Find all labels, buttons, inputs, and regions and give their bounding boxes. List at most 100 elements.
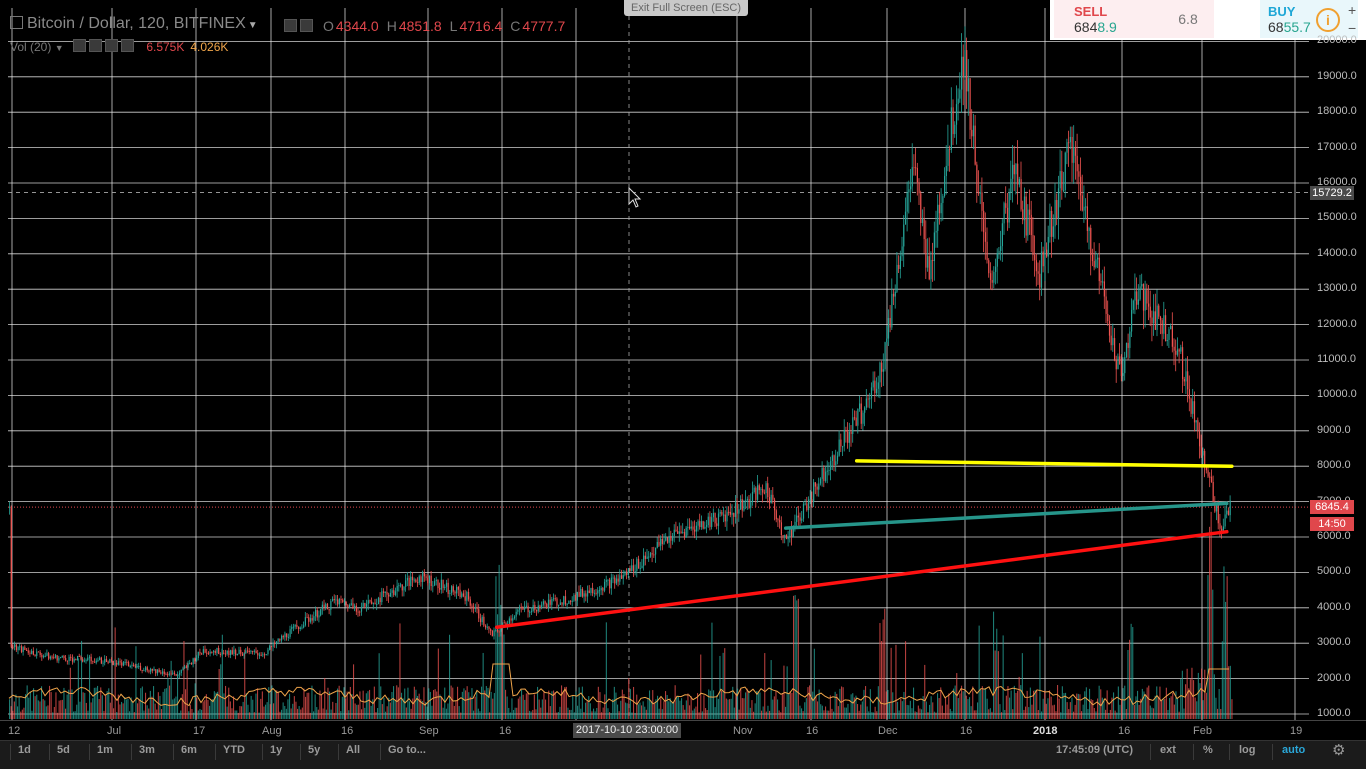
candle [1222, 526, 1224, 531]
settings-icon[interactable] [72, 39, 86, 52]
candle [1151, 317, 1153, 324]
volume-bar [789, 691, 791, 719]
price-chart[interactable] [0, 0, 1366, 720]
time-axis[interactable] [0, 720, 1366, 741]
volume-bar [482, 652, 484, 719]
candle [717, 513, 720, 526]
chevron-down-icon[interactable]: ▼ [54, 43, 64, 53]
candle [189, 662, 191, 664]
range-button-ytd[interactable]: YTD [223, 744, 245, 756]
candle [750, 502, 752, 508]
candle [224, 653, 227, 655]
candle [573, 594, 575, 601]
toolbar-separator [300, 744, 301, 760]
candle [15, 644, 17, 651]
scale-button-log[interactable]: log [1239, 744, 1256, 756]
range-button-1d[interactable]: 1d [18, 744, 31, 756]
candle [886, 338, 888, 343]
range-button-6m[interactable]: 6m [181, 744, 197, 756]
volume-bar [746, 688, 748, 719]
chevron-down-icon[interactable]: ▼ [247, 20, 258, 31]
candle [83, 660, 85, 662]
plus-icon[interactable]: + [1348, 2, 1357, 18]
volume-bar [601, 712, 603, 719]
scale-button-ext[interactable]: ext [1160, 744, 1176, 756]
volume-bar [594, 711, 596, 719]
sell-button[interactable]: SELL 6848.9 [1054, 0, 1214, 38]
volume-bar [436, 691, 438, 719]
candle [252, 650, 254, 652]
minus-icon[interactable]: − [1348, 20, 1357, 36]
candle [889, 318, 891, 328]
volume-bar [909, 700, 911, 719]
candle [833, 455, 835, 466]
candle [631, 565, 633, 571]
x-tick-label: 12 [8, 725, 21, 737]
candle [694, 529, 696, 532]
candle [918, 182, 920, 194]
candle [826, 470, 828, 472]
volume-bar [780, 712, 782, 719]
range-button-1y[interactable]: 1y [270, 744, 283, 756]
volume-bar [253, 712, 255, 719]
volume-bar [474, 696, 476, 719]
buy-button[interactable]: BUY 6855.7 [1260, 0, 1358, 38]
range-button-1m[interactable]: 1m [97, 744, 113, 756]
candle [1197, 420, 1199, 432]
exit-fullscreen-hint[interactable]: Exit Full Screen (ESC) [624, 0, 748, 16]
settings-icon[interactable] [284, 19, 297, 32]
volume-bar [743, 698, 745, 719]
volume-bar [1156, 686, 1158, 719]
candle [80, 656, 82, 660]
volume-bar [1183, 708, 1185, 719]
volume-bar [148, 708, 150, 719]
volume-bar [818, 689, 820, 719]
volume-bar [447, 703, 449, 719]
candle [78, 655, 80, 657]
more-icon[interactable] [104, 39, 118, 52]
volume-bar [991, 711, 993, 719]
volume-legend[interactable]: Vol (20) ▼ 6.575K 4.026K [10, 39, 228, 54]
candle [260, 654, 262, 656]
candle [512, 618, 514, 621]
range-button-all[interactable]: All [346, 744, 361, 756]
candle [372, 602, 374, 604]
volume-bar [71, 689, 73, 719]
candle [179, 673, 181, 675]
candle [525, 605, 527, 607]
candle [175, 674, 177, 676]
symbol-header[interactable]: Bitcoin / Dollar, 120, BITFINEX ▼ [10, 15, 258, 33]
range-button-5d[interactable]: 5d [57, 744, 70, 756]
range-button-goto[interactable]: Go to... [388, 744, 426, 756]
volume-bar [1021, 653, 1023, 719]
scale-button-auto[interactable]: auto [1282, 744, 1306, 756]
volume-bar [1013, 685, 1015, 719]
volume-bar [393, 686, 395, 719]
volume-bar [305, 696, 307, 719]
volume-bar [781, 692, 783, 719]
volume-bar [903, 691, 905, 719]
volume-bar [885, 691, 887, 719]
candle [1171, 325, 1173, 347]
candle [12, 646, 14, 648]
hide-icon[interactable] [88, 39, 102, 52]
candle [651, 553, 653, 555]
candle [564, 596, 567, 605]
gear-icon[interactable]: ⚙ [1332, 742, 1346, 759]
close-icon[interactable] [120, 39, 134, 52]
volume-bar [228, 687, 230, 719]
candle [1078, 171, 1080, 177]
candle [31, 650, 33, 654]
range-button-5y[interactable]: 5y [308, 744, 321, 756]
candle [185, 666, 187, 668]
volume-bar [255, 693, 257, 719]
candle [626, 571, 628, 576]
volume-bar [314, 694, 316, 719]
candle [1199, 431, 1201, 447]
info-icon[interactable]: i [1316, 8, 1340, 32]
range-button-3m[interactable]: 3m [139, 744, 155, 756]
hide-icon[interactable] [300, 19, 313, 32]
candle [14, 644, 16, 648]
scale-button-percent[interactable]: % [1203, 744, 1213, 756]
candle [1176, 349, 1179, 355]
